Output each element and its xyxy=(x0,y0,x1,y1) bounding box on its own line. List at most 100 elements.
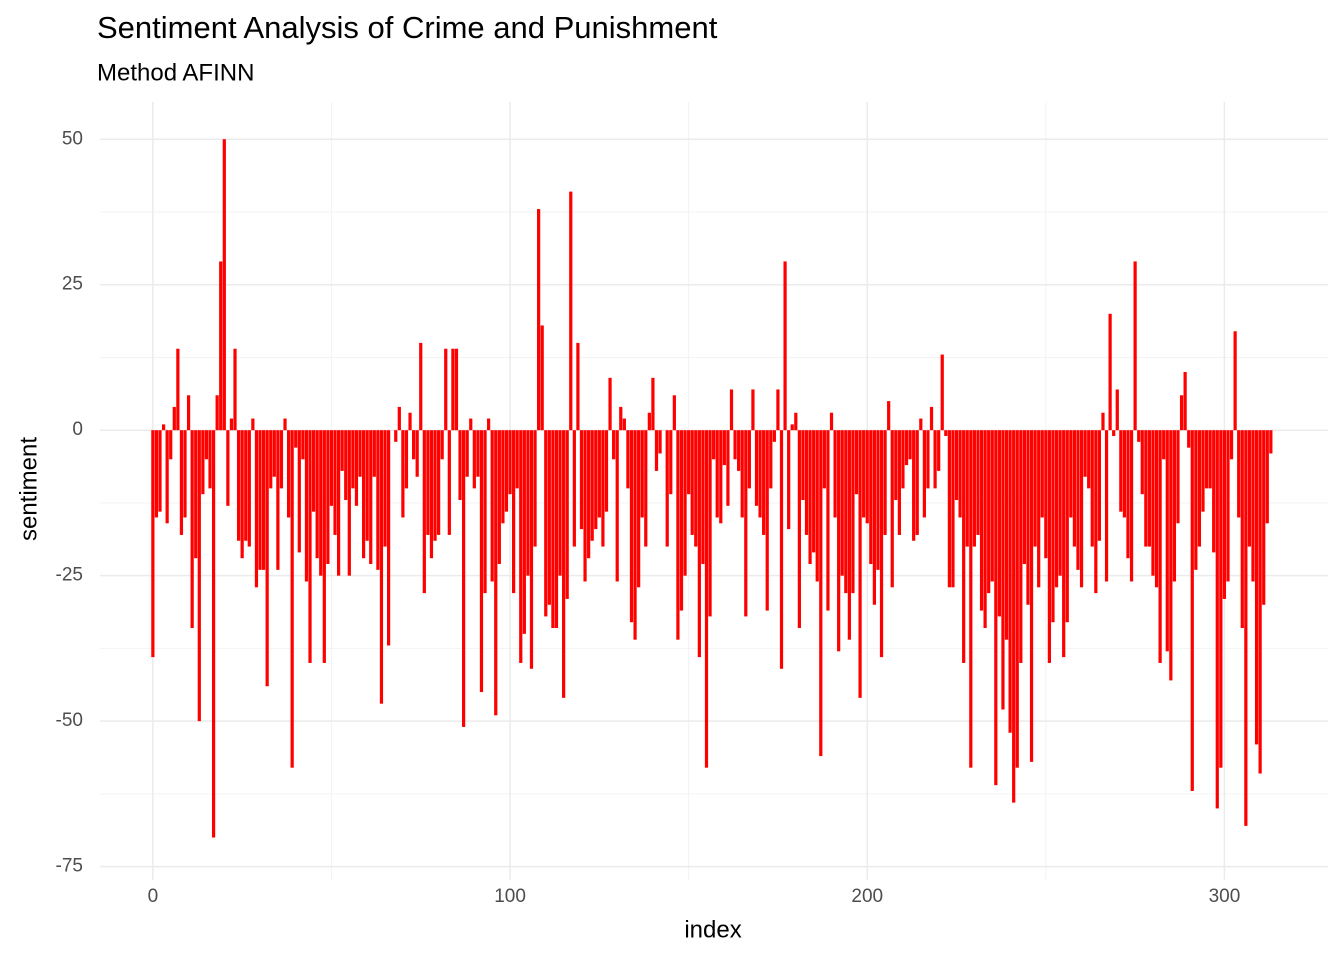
bar xyxy=(186,395,191,431)
bar xyxy=(694,430,698,547)
bar xyxy=(301,430,305,460)
bar xyxy=(808,430,812,565)
bar xyxy=(772,430,776,442)
bar xyxy=(1190,430,1194,791)
bar xyxy=(779,430,784,669)
bar xyxy=(687,430,691,495)
bar xyxy=(283,418,287,431)
bar xyxy=(1029,430,1034,762)
bar xyxy=(776,389,780,431)
bar xyxy=(972,430,976,547)
bar xyxy=(904,430,909,466)
bar xyxy=(451,348,455,431)
bar xyxy=(976,430,980,535)
bar xyxy=(344,430,348,501)
bar xyxy=(819,430,823,757)
bar xyxy=(579,430,584,530)
bar xyxy=(408,412,412,431)
bar xyxy=(569,191,573,431)
bar xyxy=(169,430,173,460)
y-axis-label: sentiment xyxy=(15,437,42,541)
bar xyxy=(837,430,841,652)
bar xyxy=(794,412,798,431)
bar xyxy=(744,430,748,617)
bar xyxy=(397,406,401,431)
bar xyxy=(176,348,180,431)
bar xyxy=(704,430,709,768)
bar xyxy=(311,430,316,512)
bar xyxy=(737,430,741,471)
bar xyxy=(890,430,894,588)
bar xyxy=(840,430,844,576)
bar xyxy=(897,430,901,535)
bar xyxy=(219,261,223,431)
bar xyxy=(658,430,662,454)
bar xyxy=(847,430,851,640)
bar xyxy=(394,430,398,442)
bar xyxy=(497,430,501,565)
bar xyxy=(1129,430,1134,582)
bar xyxy=(594,430,598,530)
bar xyxy=(987,430,991,594)
bar xyxy=(1169,430,1173,681)
y-tick-label: -25 xyxy=(56,565,83,586)
bar xyxy=(633,430,637,640)
bar xyxy=(1222,430,1227,599)
x-tick-label: 300 xyxy=(1209,886,1241,907)
bar xyxy=(211,430,216,838)
bar xyxy=(1244,430,1248,826)
bar xyxy=(1054,430,1059,588)
bar xyxy=(1183,372,1187,431)
bar xyxy=(862,430,866,518)
bar xyxy=(1158,430,1162,663)
bar xyxy=(1101,412,1105,431)
bar xyxy=(1079,430,1084,588)
bar xyxy=(547,430,551,605)
bar xyxy=(983,430,987,629)
bar xyxy=(1119,430,1123,512)
bar xyxy=(151,430,155,658)
bar xyxy=(1090,430,1094,547)
x-tick-label: 200 xyxy=(851,886,883,907)
bar xyxy=(1187,430,1191,448)
bar xyxy=(433,430,437,541)
bar xyxy=(458,430,462,501)
bar xyxy=(412,430,416,460)
bar xyxy=(322,430,326,663)
bar xyxy=(351,430,355,489)
bar xyxy=(683,430,687,576)
bar xyxy=(915,430,919,535)
bar xyxy=(654,430,659,471)
y-tick-label: -50 xyxy=(56,710,83,731)
bar xyxy=(1069,430,1073,518)
bar xyxy=(762,430,766,535)
bar xyxy=(444,348,448,431)
bar xyxy=(947,430,951,588)
bar xyxy=(933,430,937,489)
bar xyxy=(565,430,569,599)
bar xyxy=(208,430,212,489)
bar xyxy=(1104,430,1109,582)
bar xyxy=(1012,430,1016,803)
bar xyxy=(1112,430,1116,437)
bar xyxy=(1204,430,1209,489)
bar xyxy=(379,430,384,704)
bar xyxy=(372,430,376,477)
bar xyxy=(1172,430,1177,582)
bar xyxy=(612,430,616,460)
bar xyxy=(1240,430,1244,629)
bar xyxy=(765,430,769,611)
bar xyxy=(826,430,830,611)
bar xyxy=(508,430,512,495)
bar xyxy=(751,389,755,431)
bar xyxy=(554,430,559,629)
bar xyxy=(783,261,787,431)
bars xyxy=(151,139,1273,838)
bar xyxy=(1087,430,1091,489)
bar xyxy=(962,430,966,663)
bar xyxy=(215,395,219,431)
bar xyxy=(404,430,409,489)
chart-title: Sentiment Analysis of Crime and Punishme… xyxy=(97,10,718,45)
bar xyxy=(1051,430,1055,623)
bar xyxy=(1215,430,1219,809)
